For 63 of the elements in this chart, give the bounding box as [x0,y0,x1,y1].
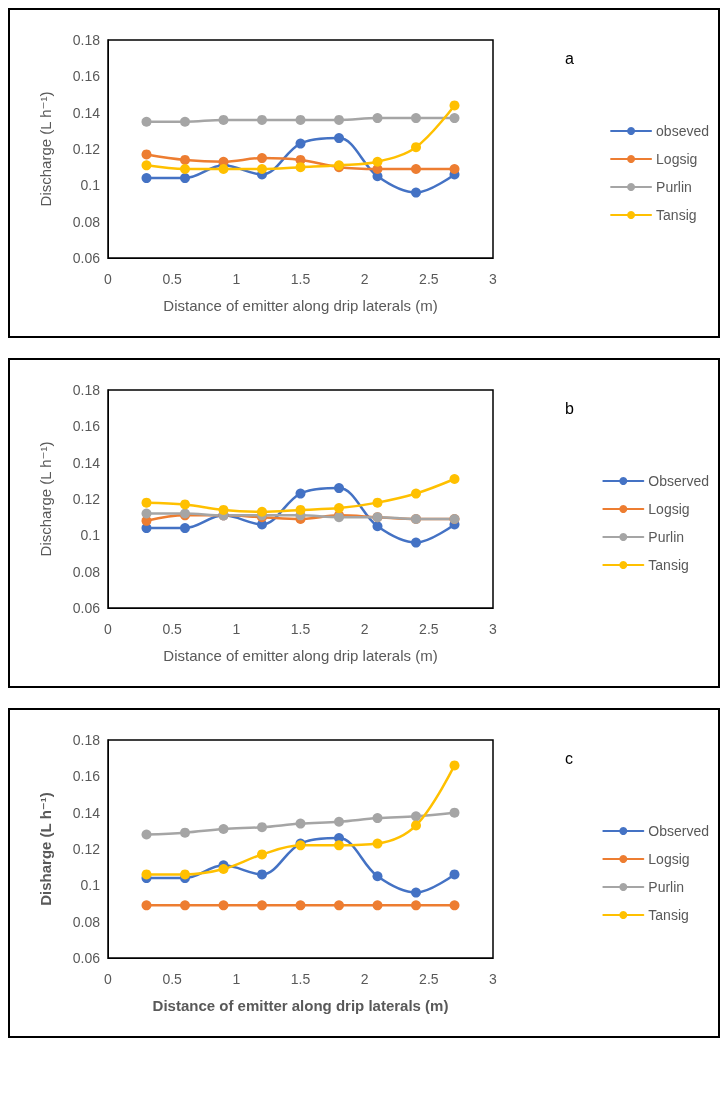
x-tick-label: 2 [360,271,369,287]
x-tick-label: 2 [360,971,369,987]
legend-label: Logsig [648,501,690,517]
x-axis-title: Distance of emitter along drip laterals (m) [152,997,449,1014]
legend-label: Tansig [656,207,697,223]
y-tick-label: 0.08 [72,913,101,930]
y-tick-label: 0.18 [72,732,101,748]
y-axis-title: Discharge (L h⁻¹) [37,91,54,207]
x-tick-label: 2.5 [419,621,439,637]
x-tick-label: 1 [232,621,241,637]
legend-label: Purlin [656,179,692,195]
legend-label: Tansig [648,557,689,573]
y-tick-label: 0.08 [72,563,101,580]
x-tick-label: 1.5 [290,621,311,637]
y-tick-label: 0.14 [72,804,101,821]
y-tick-label: 0.06 [72,250,101,266]
x-tick-label: 3 [489,271,498,287]
legend-label: Tansig [648,907,689,923]
legend-label: Purlin [648,529,685,545]
y-tick-label: 0.18 [72,32,101,48]
y-tick-label: 0.12 [72,491,101,507]
x-tick-label: 3 [489,621,498,637]
x-axis-title: Distance of emitter along drip laterals (m) [163,647,438,664]
legend-label: Logsig [656,151,698,167]
y-tick-label: 0.1 [80,877,101,894]
x-tick-label: 2.5 [419,971,439,987]
legend-label: Observed [648,823,710,839]
text: a [565,49,574,67]
y-tick-label: 0.16 [72,68,101,85]
x-tick-label: 1.5 [290,271,311,287]
y-tick-label: 0.1 [80,527,101,544]
text: b [565,399,574,417]
x-tick-label: 2 [360,621,369,637]
y-tick-label: 0.14 [72,104,101,121]
y-tick-label: 0.06 [72,950,101,966]
legend-label: obseved [656,123,710,139]
x-tick-label: 2.5 [419,271,439,287]
y-tick-label: 0.06 [72,600,101,616]
x-tick-label: 0 [104,271,113,287]
x-tick-label: 1 [232,971,241,987]
y-axis-title: Discharge (L h⁻¹) [37,441,54,557]
y-tick-label: 0.08 [72,213,101,230]
y-tick-label: 0.16 [72,768,101,785]
x-tick-label: 0.5 [162,271,183,287]
x-tick-label: 1.5 [290,971,311,987]
x-tick-label: 1 [232,271,241,287]
y-tick-label: 0.18 [72,382,101,398]
x-tick-label: 0 [104,971,113,987]
x-axis-title: Distance of emitter along drip laterals (m) [163,297,438,314]
text: c [565,749,573,767]
legend-label: Observed [648,473,710,489]
y-tick-label: 0.12 [72,141,101,157]
y-tick-label: 0.1 [80,177,101,194]
x-tick-label: 0 [104,621,113,637]
y-tick-label: 0.14 [72,454,101,471]
x-tick-label: 0.5 [162,621,183,637]
x-tick-label: 3 [489,971,498,987]
y-tick-label: 0.12 [72,841,101,857]
y-tick-label: 0.16 [72,418,101,435]
x-tick-label: 0.5 [162,971,183,987]
legend-label: Logsig [648,851,690,867]
legend-label: Purlin [648,879,685,895]
y-axis-title: Disharge (L h⁻¹) [37,792,54,906]
